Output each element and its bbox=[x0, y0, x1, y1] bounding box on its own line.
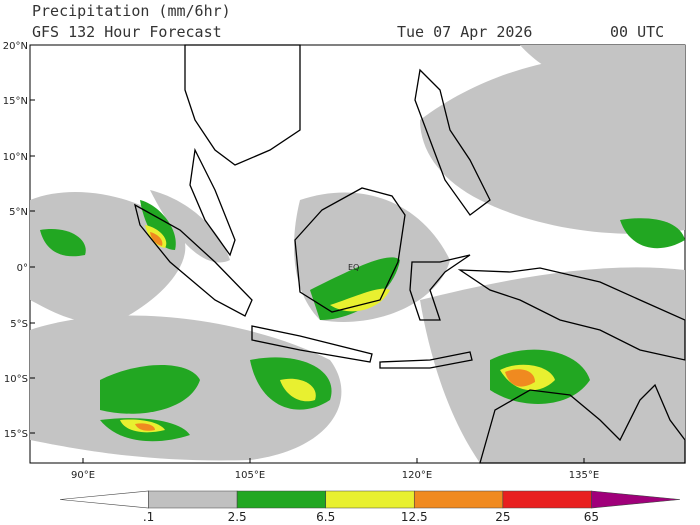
colorbar-label: 25 bbox=[495, 510, 510, 524]
colorbar-swatch bbox=[502, 490, 592, 509]
lon-label: 135°E bbox=[569, 470, 599, 481]
colorbar-swatch bbox=[148, 490, 238, 509]
intense-rain bbox=[135, 232, 535, 431]
lat-label: 20°N bbox=[3, 41, 28, 52]
lon-label: 90°E bbox=[71, 470, 95, 481]
lat-label: 0° bbox=[17, 263, 28, 274]
lon-label: 105°E bbox=[235, 470, 265, 481]
colorbar: .1 2.5 6.5 12.5 25 65 bbox=[59, 490, 681, 524]
map bbox=[29, 44, 686, 464]
lon-label: 120°E bbox=[402, 470, 432, 481]
title: Precipitation (mm/6hr) bbox=[32, 2, 231, 20]
colorbar-swatch bbox=[59, 490, 149, 509]
colorbar-label: 2.5 bbox=[228, 510, 247, 524]
subtitle: GFS 132 Hour Forecast bbox=[32, 23, 222, 41]
colorbar-label: 65 bbox=[584, 510, 599, 524]
colorbar-swatch bbox=[591, 490, 681, 509]
colorbar-swatch bbox=[413, 490, 504, 509]
lat-label: 10°S bbox=[4, 374, 28, 385]
lat-label: 5°S bbox=[10, 319, 28, 330]
time: 00 UTC bbox=[610, 23, 664, 41]
colorbar-label: 12.5 bbox=[401, 510, 428, 524]
colorbar-swatch bbox=[236, 490, 327, 509]
colorbar-label: 6.5 bbox=[316, 510, 335, 524]
colorbar-swatch bbox=[325, 490, 415, 509]
lat-label: 10°N bbox=[3, 152, 28, 163]
lat-label: 15°S bbox=[4, 429, 28, 440]
lat-label: 5°N bbox=[9, 207, 28, 218]
date: Tue 07 Apr 2026 bbox=[397, 23, 532, 41]
equator-label: EQ bbox=[348, 263, 359, 272]
coastlines bbox=[134, 44, 686, 464]
lat-label: 15°N bbox=[3, 96, 28, 107]
colorbar-label: .1 bbox=[143, 510, 154, 524]
